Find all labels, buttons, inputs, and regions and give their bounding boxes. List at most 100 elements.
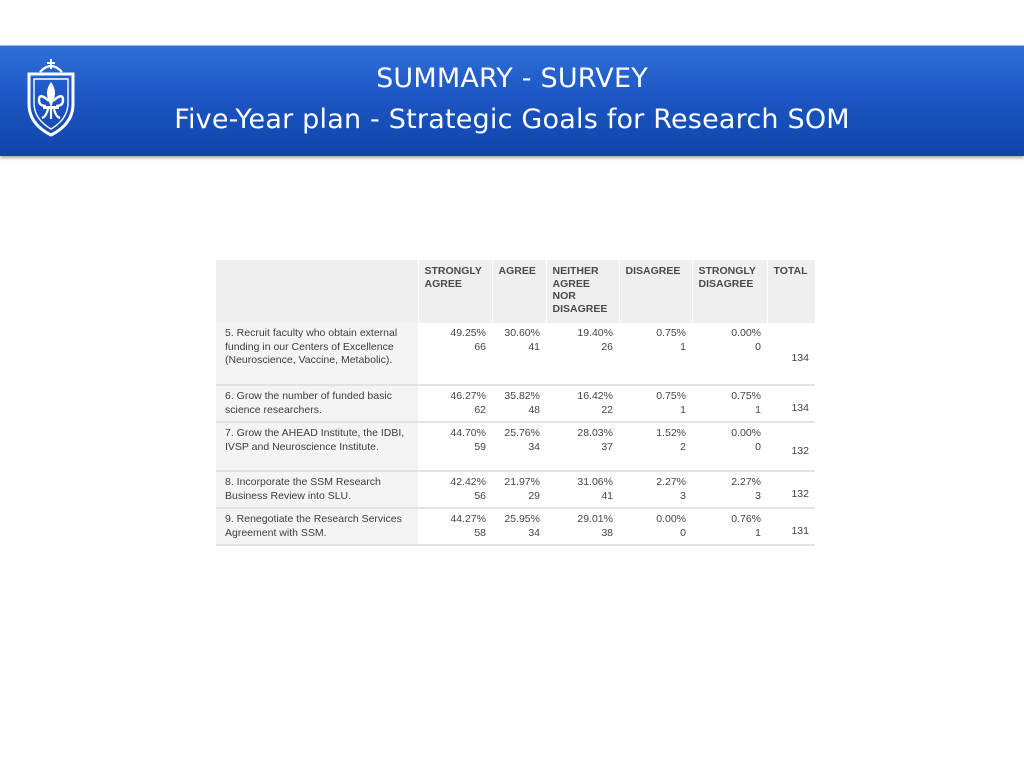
count-value: 1: [680, 403, 686, 416]
survey-results-table: STRONGLY AGREE AGREE NEITHER AGREE NOR D…: [216, 260, 816, 546]
count-value: 37: [601, 440, 613, 453]
question-cell: 8. Incorporate the SSM Research Business…: [216, 471, 418, 509]
total-cell: 131: [767, 508, 815, 546]
percent-value: 0.00%: [731, 427, 761, 439]
percent-value: 46.27%: [450, 390, 486, 402]
fleur-de-lis-shield-icon: [27, 59, 75, 137]
strongly-disagree-cell: 2.27% 3: [692, 471, 767, 509]
table-row: 5. Recruit faculty who obtain external f…: [216, 323, 815, 386]
column-header-agree: AGREE: [492, 260, 547, 323]
neither-cell: 16.42% 22: [546, 385, 619, 423]
strongly-agree-cell: 44.27% 58: [418, 508, 492, 546]
disagree-cell: 0.75% 1: [619, 385, 692, 423]
page-subtitle: Five-Year plan - Strategic Goals for Res…: [174, 104, 850, 135]
count-value: 0: [680, 526, 686, 539]
strongly-disagree-cell: 0.00% 0: [692, 422, 767, 472]
column-header-neither: NEITHER AGREE NOR DISAGREE: [546, 260, 620, 323]
neither-cell: 19.40% 26: [546, 323, 619, 386]
count-value: 38: [601, 526, 613, 539]
disagree-cell: 1.52% 2: [619, 422, 692, 472]
table-row: 8. Incorporate the SSM Research Business…: [216, 471, 815, 509]
column-header-strongly-agree: STRONGLY AGREE: [418, 260, 493, 323]
count-value: 3: [755, 489, 761, 502]
table-row: 7. Grow the AHEAD Institute, the IDBI, I…: [216, 422, 815, 472]
percent-value: 30.60%: [504, 327, 540, 339]
count-value: 34: [528, 526, 540, 539]
question-cell: 5. Recruit faculty who obtain external f…: [216, 323, 418, 386]
count-value: 29: [528, 489, 540, 502]
percent-value: 2.27%: [656, 476, 686, 488]
column-header-disagree: DISAGREE: [619, 260, 693, 323]
percent-value: 29.01%: [577, 513, 613, 525]
strongly-disagree-cell: 0.76% 1: [692, 508, 767, 546]
question-cell: 7. Grow the AHEAD Institute, the IDBI, I…: [216, 422, 418, 472]
percent-value: 21.97%: [504, 476, 540, 488]
percent-value: 16.42%: [577, 390, 613, 402]
strongly-agree-cell: 46.27% 62: [418, 385, 492, 423]
agree-cell: 25.95% 34: [492, 508, 546, 546]
disagree-cell: 0.75% 1: [619, 323, 692, 386]
disagree-cell: 0.00% 0: [619, 508, 692, 546]
percent-value: 44.27%: [450, 513, 486, 525]
strongly-disagree-cell: 0.00% 0: [692, 323, 767, 386]
table-row: 6. Grow the number of funded basic scien…: [216, 385, 815, 423]
count-value: 41: [528, 340, 540, 353]
percent-value: 0.75%: [656, 327, 686, 339]
percent-value: 0.75%: [731, 390, 761, 402]
count-value: 1: [755, 403, 761, 416]
percent-value: 2.27%: [731, 476, 761, 488]
strongly-agree-cell: 49.25% 66: [418, 323, 492, 386]
percent-value: 25.95%: [504, 513, 540, 525]
percent-value: 0.75%: [656, 390, 686, 402]
count-value: 48: [528, 403, 540, 416]
count-value: 59: [474, 440, 486, 453]
strongly-agree-cell: 44.70% 59: [418, 422, 492, 472]
count-value: 26: [601, 340, 613, 353]
agree-cell: 30.60% 41: [492, 323, 546, 386]
count-value: 62: [474, 403, 486, 416]
count-value: 41: [601, 489, 613, 502]
percent-value: 25.76%: [504, 427, 540, 439]
count-value: 56: [474, 489, 486, 502]
disagree-cell: 2.27% 3: [619, 471, 692, 509]
strongly-disagree-cell: 0.75% 1: [692, 385, 767, 423]
count-value: 1: [680, 340, 686, 353]
percent-value: 0.00%: [656, 513, 686, 525]
percent-value: 0.00%: [731, 327, 761, 339]
strongly-agree-cell: 42.42% 56: [418, 471, 492, 509]
percent-value: 42.42%: [450, 476, 486, 488]
agree-cell: 21.97% 29: [492, 471, 546, 509]
table-header-row: STRONGLY AGREE AGREE NEITHER AGREE NOR D…: [216, 260, 816, 323]
neither-cell: 29.01% 38: [546, 508, 619, 546]
column-header-question: [216, 260, 419, 323]
count-value: 3: [680, 489, 686, 502]
percent-value: 31.06%: [577, 476, 613, 488]
percent-value: 49.25%: [450, 327, 486, 339]
column-header-total: TOTAL: [767, 260, 816, 323]
count-value: 66: [474, 340, 486, 353]
percent-value: 35.82%: [504, 390, 540, 402]
percent-value: 0.76%: [731, 513, 761, 525]
question-cell: 9. Renegotiate the Research Services Agr…: [216, 508, 418, 546]
count-value: 0: [755, 340, 761, 353]
count-value: 34: [528, 440, 540, 453]
count-value: 2: [680, 440, 686, 453]
page-title: SUMMARY - SURVEY: [376, 63, 648, 94]
percent-value: 28.03%: [577, 427, 613, 439]
percent-value: 44.70%: [450, 427, 486, 439]
total-cell: 134: [767, 385, 815, 423]
column-header-strongly-disagree: STRONGLY DISAGREE: [692, 260, 768, 323]
agree-cell: 35.82% 48: [492, 385, 546, 423]
count-value: 0: [755, 440, 761, 453]
percent-value: 19.40%: [577, 327, 613, 339]
total-cell: 134: [767, 323, 815, 386]
count-value: 58: [474, 526, 486, 539]
total-cell: 132: [767, 422, 815, 472]
count-value: 1: [755, 526, 761, 539]
percent-value: 1.52%: [656, 427, 686, 439]
neither-cell: 31.06% 41: [546, 471, 619, 509]
title-banner: SUMMARY - SURVEY Five-Year plan - Strate…: [0, 45, 1024, 156]
question-cell: 6. Grow the number of funded basic scien…: [216, 385, 418, 423]
total-cell: 132: [767, 471, 815, 509]
table-row: 9. Renegotiate the Research Services Agr…: [216, 508, 815, 546]
